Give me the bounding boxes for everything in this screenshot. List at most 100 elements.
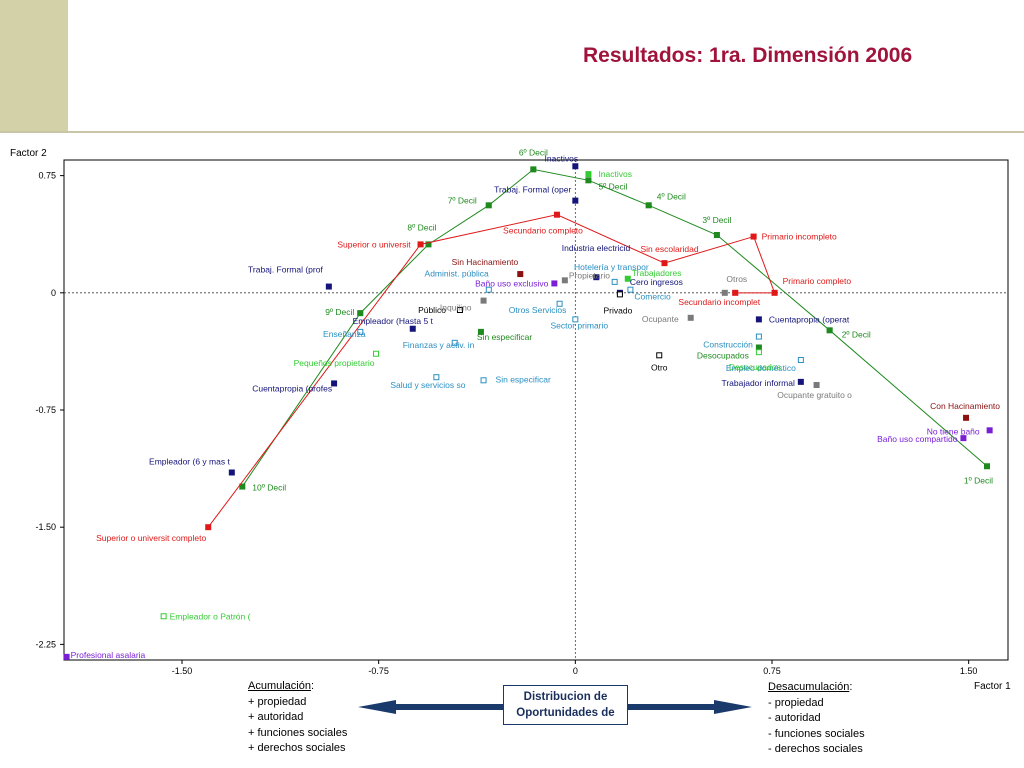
category-point-label: Empleador o Patrón ( (170, 611, 251, 621)
category-point-label: Sin especificar (477, 332, 532, 342)
category-point (656, 352, 663, 359)
category-point (986, 427, 993, 434)
decile-point (485, 202, 492, 209)
education-point-label: Primario completo (783, 276, 852, 286)
y-tick-label: 0 (51, 288, 56, 298)
category-point-label: Inquilino (440, 303, 472, 313)
category-point-label: Cuentapropia (profes (252, 383, 332, 393)
category-point (63, 653, 70, 660)
category-point (517, 271, 524, 278)
decile-point (425, 241, 432, 248)
category-point (477, 328, 484, 335)
category-point (357, 328, 364, 335)
category-point-label: Empleador (Hasta 5 t (353, 316, 434, 326)
category-point (433, 374, 440, 381)
category-point-label: Salud y servicios so (390, 380, 465, 390)
education-point (417, 241, 424, 248)
category-point-label: Otros Servicios (509, 305, 567, 315)
education-point-label: Superior o universit completo (96, 533, 206, 543)
category-point (572, 316, 579, 323)
category-point-label: Inactivos (598, 169, 632, 179)
education-point (732, 289, 739, 296)
y-tick-label: -0.75 (35, 405, 56, 415)
accumulation-item: + autoridad (248, 711, 304, 723)
education-point-label: Sin escolaridad (640, 244, 698, 254)
category-point-label: Industria electricid (562, 243, 631, 253)
category-point (797, 357, 804, 363)
slide-title: Resultados: 1ra. Dimensión 2006 (583, 44, 913, 67)
category-point (228, 469, 235, 476)
category-point-label: Sin Hacinamiento (452, 257, 519, 267)
deaccumulation-item: - propiedad (768, 696, 824, 709)
category-point-label: Administ. pública (425, 269, 490, 279)
accumulation-item: + propiedad (248, 695, 307, 708)
category-point-label: Desocupados (697, 351, 749, 361)
decile-point (585, 177, 592, 184)
education-point (553, 211, 560, 218)
decile-point (357, 310, 364, 317)
category-point (721, 289, 728, 296)
category-point (687, 314, 694, 321)
category-point (485, 286, 492, 293)
decile-point (984, 463, 991, 470)
deaccumulation-title: Desacumulación (768, 681, 850, 693)
category-point (331, 380, 338, 387)
left-arrowhead (358, 700, 396, 714)
decile-point-label: 10º Decil (252, 483, 286, 493)
category-point (624, 275, 631, 282)
decile-point-label: 2º Decil (842, 329, 871, 339)
category-point (409, 325, 416, 332)
center-label-box: Distribucion de Oportunidades de (503, 685, 628, 725)
category-point (963, 414, 970, 421)
accumulation-legend: Acumulación: + propiedad + autoridad + f… (248, 679, 347, 757)
education-point (661, 260, 668, 267)
accumulation-title: Acumulación (248, 680, 311, 692)
category-point (616, 291, 623, 298)
decile-point-label: 7º Decil (448, 195, 477, 205)
category-point-label: Comercio (634, 292, 671, 302)
correspondence-chart: -1.50 -0.75 0 0.75 1.50 0.75 0 -0.75 -1.50 -2.25 1… (35, 147, 1009, 676)
category-point (480, 297, 487, 304)
category-point-label: Inactivos (545, 153, 579, 163)
category-point-label: Otros (726, 274, 747, 284)
deaccumulation-legend: Desacumulación: - propiedad - autoridad … (768, 680, 865, 758)
category-point (627, 286, 634, 293)
decile-point-label: 1º Decil (964, 475, 993, 485)
category-point (960, 435, 967, 442)
education-point-label: Superior o universit (337, 239, 411, 249)
x-axis-title: Factor 1 (974, 681, 1011, 692)
education-point-label: Primario incompleto (762, 232, 837, 242)
category-point-label: Público (418, 305, 446, 315)
category-point (561, 277, 568, 284)
category-point-label: Trabajador informal (721, 378, 794, 388)
decile-point-label: 5º Decil (598, 181, 627, 191)
category-point-label: Empleador (6 y mas t (149, 457, 230, 467)
category-point (160, 613, 167, 620)
center-label-line1: Distribucion de (523, 691, 608, 703)
decile-point (530, 166, 537, 173)
category-point-label: Construcción (703, 340, 753, 350)
category-point-label: No tiene baño (927, 426, 980, 436)
category-point (797, 378, 804, 385)
category-point (325, 283, 332, 290)
y-tick-label: -2.25 (35, 639, 56, 649)
category-point-label: Con Hacinamiento (930, 401, 1000, 411)
category-point (480, 377, 487, 384)
category-point-label: Ocupante (642, 314, 679, 324)
accumulation-colon: : (310, 680, 315, 692)
y-tick-label: -1.50 (35, 522, 56, 532)
category-point (572, 197, 579, 204)
x-tick-label: 0.75 (763, 666, 781, 676)
deaccumulation-item: - derechos sociales (768, 743, 863, 755)
decile-point (645, 202, 652, 209)
deaccumulation-item: - autoridad (768, 712, 821, 724)
category-point-label: Baño uso exclusivo (475, 278, 549, 288)
education-point-label: Secundario completo (503, 226, 583, 236)
education-point (750, 233, 757, 240)
category-point-label: Finanzas y activ. in (403, 340, 475, 350)
deaccumulation-item: - funciones sociales (768, 727, 865, 740)
category-point (755, 316, 762, 323)
category-point-label: Cuentapropia (operat (769, 314, 850, 324)
x-tick-label: 1.50 (960, 666, 978, 676)
education-point-label: Secundario incomplet (678, 297, 760, 307)
